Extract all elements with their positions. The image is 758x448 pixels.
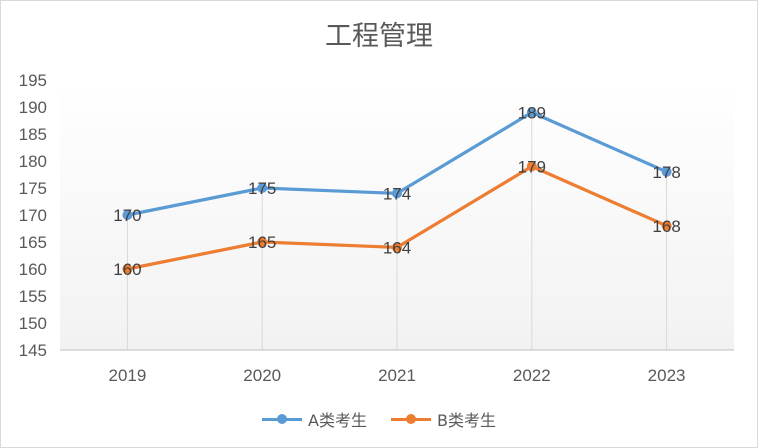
data-point xyxy=(257,183,268,193)
data-label: 174 xyxy=(383,184,411,203)
x-tick-label: 2019 xyxy=(108,366,146,385)
data-label: 160 xyxy=(113,260,141,279)
data-labels: 170 175 174 189 178 160 165 164 179 168 xyxy=(113,103,681,279)
data-label: 189 xyxy=(518,103,546,122)
y-axis-ticks: 145 150 155 160 165 170 175 180 185 190 195 xyxy=(19,71,47,360)
data-label: 170 xyxy=(113,206,141,225)
x-tick-label: 2023 xyxy=(648,366,686,385)
x-tick-label: 2020 xyxy=(243,366,281,385)
data-point xyxy=(661,166,672,177)
y-tick-label: 155 xyxy=(19,287,47,306)
y-tick-label: 150 xyxy=(19,314,47,333)
x-axis-ticks: 2019 2020 2021 2022 2023 xyxy=(108,366,685,385)
y-tick-label: 190 xyxy=(19,98,47,117)
legend-label-a: A类考生 xyxy=(308,411,367,430)
x-tick-label: 2022 xyxy=(513,366,551,385)
data-label: 168 xyxy=(652,217,680,236)
data-label: 178 xyxy=(652,163,680,182)
y-tick-label: 180 xyxy=(19,152,47,171)
data-point xyxy=(526,107,537,118)
legend-item-a: A类考生 xyxy=(262,407,367,431)
legend-marker-a-icon xyxy=(262,413,303,425)
legend-marker-b-icon xyxy=(390,413,431,425)
data-point xyxy=(392,188,402,199)
legend-label-b: B类考生 xyxy=(436,411,496,430)
data-label: 164 xyxy=(383,238,411,257)
drop-lines xyxy=(126,112,668,350)
y-tick-label: 195 xyxy=(19,71,47,90)
y-tick-label: 145 xyxy=(19,341,47,360)
data-label: 165 xyxy=(248,233,276,252)
data-point xyxy=(122,264,133,274)
data-point xyxy=(526,161,537,172)
y-tick-label: 165 xyxy=(19,233,47,252)
y-tick-label: 160 xyxy=(19,260,47,279)
y-tick-label: 185 xyxy=(19,125,47,144)
data-point xyxy=(392,242,402,253)
y-tick-label: 170 xyxy=(19,206,47,225)
y-tick-label: 175 xyxy=(19,179,47,198)
data-label: 179 xyxy=(518,157,546,176)
chart-title: 工程管理 xyxy=(325,21,433,52)
x-tick-label: 2021 xyxy=(378,366,416,385)
legend: A类考生 B类考生 xyxy=(0,407,758,431)
data-point xyxy=(661,220,672,231)
data-point xyxy=(122,210,133,220)
data-label: 175 xyxy=(248,179,276,198)
legend-item-b: B类考生 xyxy=(390,407,496,431)
data-point xyxy=(257,237,268,247)
series-group xyxy=(122,107,672,274)
